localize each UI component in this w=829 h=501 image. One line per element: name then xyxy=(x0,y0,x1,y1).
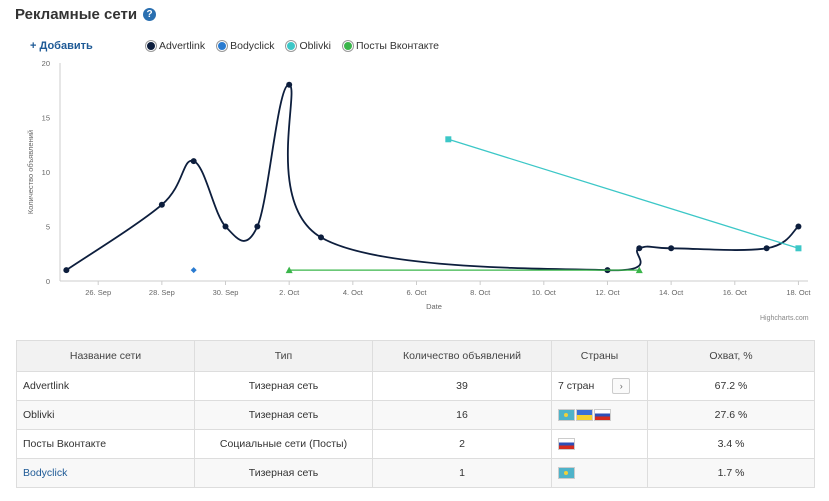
flag-ru-icon xyxy=(558,438,575,451)
legend-item-bodyclick[interactable]: Bodyclick xyxy=(217,40,274,52)
y-tick-label: 5 xyxy=(46,223,50,232)
header-countries[interactable]: Страны xyxy=(551,340,648,372)
flag-kz-icon xyxy=(558,409,575,422)
series-0-point xyxy=(222,223,229,230)
series-3-point xyxy=(635,266,643,274)
network-name: Advertlink xyxy=(16,371,195,401)
series-0-point xyxy=(668,245,675,252)
series-1-point xyxy=(190,267,197,274)
table-row: Bodyclick Тизерная сеть 1 1.7 % xyxy=(16,458,815,488)
countries xyxy=(551,458,648,488)
x-tick-label: 4. Oct xyxy=(343,288,364,297)
countries-count: 7 стран xyxy=(558,379,595,392)
network-name: Посты Вконтакте xyxy=(16,429,195,459)
legend-label: Посты Вконтакте xyxy=(355,40,440,52)
x-tick-label: 30. Sep xyxy=(213,288,239,297)
series-0-point xyxy=(190,158,197,165)
table-header-row: Название сети Тип Количество объявлений … xyxy=(16,340,815,372)
y-tick-label: 20 xyxy=(42,59,50,68)
countries xyxy=(551,429,648,459)
series-0-point xyxy=(63,267,70,274)
series-2-line xyxy=(448,138,799,249)
flag-kz-icon xyxy=(558,467,575,480)
ads-count: 2 xyxy=(372,429,552,459)
legend-label: Advertlink xyxy=(159,40,206,52)
network-type: Тизерная сеть xyxy=(194,371,373,401)
countries xyxy=(551,400,648,430)
network-type: Тизерная сеть xyxy=(194,458,373,488)
series-2-point xyxy=(795,245,802,252)
chart-credit[interactable]: Highcharts.com xyxy=(760,315,809,322)
reach-value: 67.2 % xyxy=(647,371,815,401)
help-icon[interactable]: ? xyxy=(143,8,157,21)
y-axis-title: Количество объявлений xyxy=(26,130,35,214)
page-title: Рекламные сети ? xyxy=(15,6,157,23)
countries: 7 стран › xyxy=(551,371,648,401)
series-0-point xyxy=(254,223,261,230)
page-title-text: Рекламные сети xyxy=(15,6,138,23)
reach-value: 3.4 % xyxy=(647,429,815,459)
header-reach[interactable]: Охват, % xyxy=(647,340,815,372)
x-tick-label: 6. Oct xyxy=(406,288,427,297)
legend-dot-icon xyxy=(146,41,156,51)
legend-dot-icon xyxy=(342,41,353,51)
table-row: Посты Вконтакте Социальные сети (Посты) 2 3… xyxy=(16,429,815,459)
x-tick-label: 14. Oct xyxy=(659,288,684,297)
x-tick-label: 16. Oct xyxy=(723,288,748,297)
x-tick-label: 26. Sep xyxy=(85,288,111,297)
series-0-point xyxy=(763,245,770,252)
series-2-point xyxy=(445,136,452,143)
ads-count: 39 xyxy=(372,371,552,401)
table-row: Oblivki Тизерная сеть 16 27.6 % xyxy=(16,400,815,430)
y-tick-label: 15 xyxy=(42,114,50,123)
ads-count: 16 xyxy=(372,400,552,430)
x-tick-label: 28. Sep xyxy=(149,288,175,297)
series-0-point xyxy=(636,245,643,252)
flag-ru-icon xyxy=(594,409,611,422)
network-name[interactable]: Bodyclick xyxy=(16,458,195,488)
y-tick-label: 0 xyxy=(46,277,50,286)
legend-dot-icon xyxy=(286,41,297,51)
legend-item-oblivki[interactable]: Oblivki xyxy=(286,40,331,52)
network-type: Тизерная сеть xyxy=(194,400,373,430)
x-axis-title: Date xyxy=(426,302,442,311)
add-button[interactable]: + Добавить xyxy=(30,40,93,52)
reach-value: 1.7 % xyxy=(647,458,815,488)
legend-label: Bodyclick xyxy=(230,40,275,52)
header-type[interactable]: Тип xyxy=(194,340,373,372)
line-chart: 0 5 10 15 20 26. Sep 28. Sep 30. Sep 2. Oct 4. Oc… xyxy=(26,59,811,311)
series-0-line xyxy=(65,83,800,272)
series-0-point xyxy=(795,223,802,230)
legend-item-vk-posts[interactable]: Посты Вконтакте xyxy=(342,40,440,52)
header-count[interactable]: Количество объявлений xyxy=(372,340,552,372)
y-tick-label: 10 xyxy=(42,168,50,177)
x-tick-label: 10. Oct xyxy=(532,288,557,297)
expand-countries-button[interactable]: › xyxy=(612,378,631,394)
series-3-point xyxy=(285,266,293,274)
legend-item-advertlink[interactable]: Advertlink xyxy=(146,40,205,52)
x-tick-label: 18. Oct xyxy=(786,288,811,297)
x-tick-label: 8. Oct xyxy=(470,288,491,297)
chart-legend: Advertlink Bodyclick Oblivki Посты Вконт… xyxy=(146,40,439,52)
network-type: Социальные сети (Посты) xyxy=(194,429,373,459)
legend-dot-icon xyxy=(217,41,228,51)
header-name[interactable]: Название сети xyxy=(16,340,195,372)
series-0-point xyxy=(318,234,325,241)
series-0-point xyxy=(286,81,293,88)
x-tick-label: 2. Oct xyxy=(279,288,300,297)
x-tick-label: 12. Oct xyxy=(595,288,620,297)
table-row: Advertlink Тизерная сеть 39 7 стран › 67.2 % xyxy=(16,371,815,401)
network-name: Oblivki xyxy=(16,400,195,430)
flag-ua-icon xyxy=(576,409,593,422)
ads-count: 1 xyxy=(372,458,552,488)
series-0-point xyxy=(158,201,165,208)
legend-label: Oblivki xyxy=(299,40,331,52)
networks-table: Название сети Тип Количество объявлений … xyxy=(16,340,815,488)
reach-value: 27.6 % xyxy=(647,400,815,430)
